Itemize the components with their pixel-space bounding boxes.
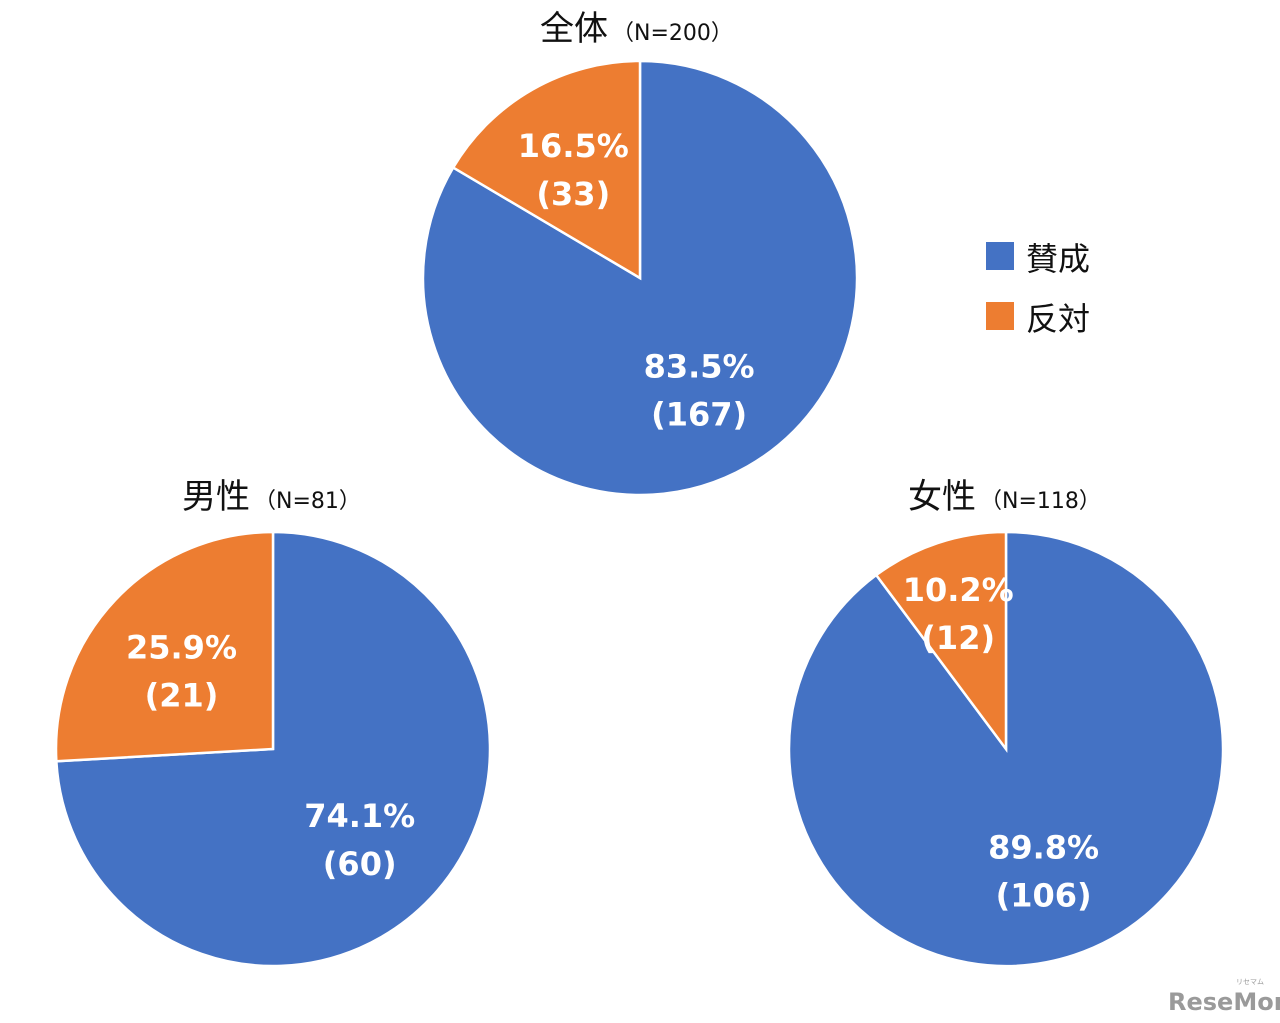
pie-chart-overall: 全体 （N=200） 83.5% (167) 16.5% (33) [421, 9, 859, 497]
chart-title: 全体 [540, 9, 608, 49]
slice-percent-label: 89.8% [988, 828, 1099, 866]
pie-slice-disagree [874, 530, 1008, 753]
slice-percent-label: 16.5% [518, 127, 629, 165]
slice-percent-label: 83.5% [644, 348, 755, 386]
legend-label-disagree: 反対 [1026, 300, 1090, 338]
slice-count-label: (12) [921, 619, 995, 657]
pie-slices [787, 530, 1225, 968]
pie-labels: 74.1% (60) 25.9% (21) [126, 629, 415, 883]
slice-count-label: (106) [996, 876, 1092, 914]
pie-slice-disagree [54, 530, 275, 763]
resemom-logo: ReseMom リセマム [1168, 978, 1280, 1016]
chart-title: 女性 [908, 477, 976, 517]
pie-slices [54, 530, 492, 968]
pie-slices [421, 59, 859, 497]
watermark-text: ReseMom [1168, 988, 1280, 1016]
chart-subtitle: （N=200） [612, 21, 733, 46]
legend: 賛成 反対 [986, 240, 1090, 338]
slice-percent-label: 10.2% [903, 571, 1014, 609]
legend-swatch-disagree [986, 302, 1014, 330]
chart-subtitle: （N=81） [254, 489, 361, 514]
pie-labels: 83.5% (167) 16.5% (33) [518, 127, 755, 434]
legend-label-agree: 賛成 [1026, 240, 1090, 278]
pie-slice-disagree [451, 59, 642, 281]
slice-percent-label: 74.1% [304, 797, 415, 835]
slice-count-label: (167) [651, 396, 747, 434]
slice-count-label: (60) [323, 845, 397, 883]
chart-subtitle: （N=118） [980, 489, 1101, 514]
pie-chart-male: 男性 （N=81） 74.1% (60) 25.9% (21) [54, 477, 492, 968]
slice-count-label: (33) [536, 175, 610, 213]
legend-swatch-agree [986, 242, 1014, 270]
watermark-small-text: リセマム [1236, 978, 1264, 986]
chart-title: 男性 [182, 477, 250, 517]
slice-percent-label: 25.9% [126, 629, 237, 667]
slice-count-label: (21) [145, 677, 219, 715]
pie-chart-female: 女性 （N=118） 89.8% (106) 10.2% (12) [787, 477, 1225, 968]
pie-labels: 89.8% (106) 10.2% (12) [903, 571, 1099, 915]
